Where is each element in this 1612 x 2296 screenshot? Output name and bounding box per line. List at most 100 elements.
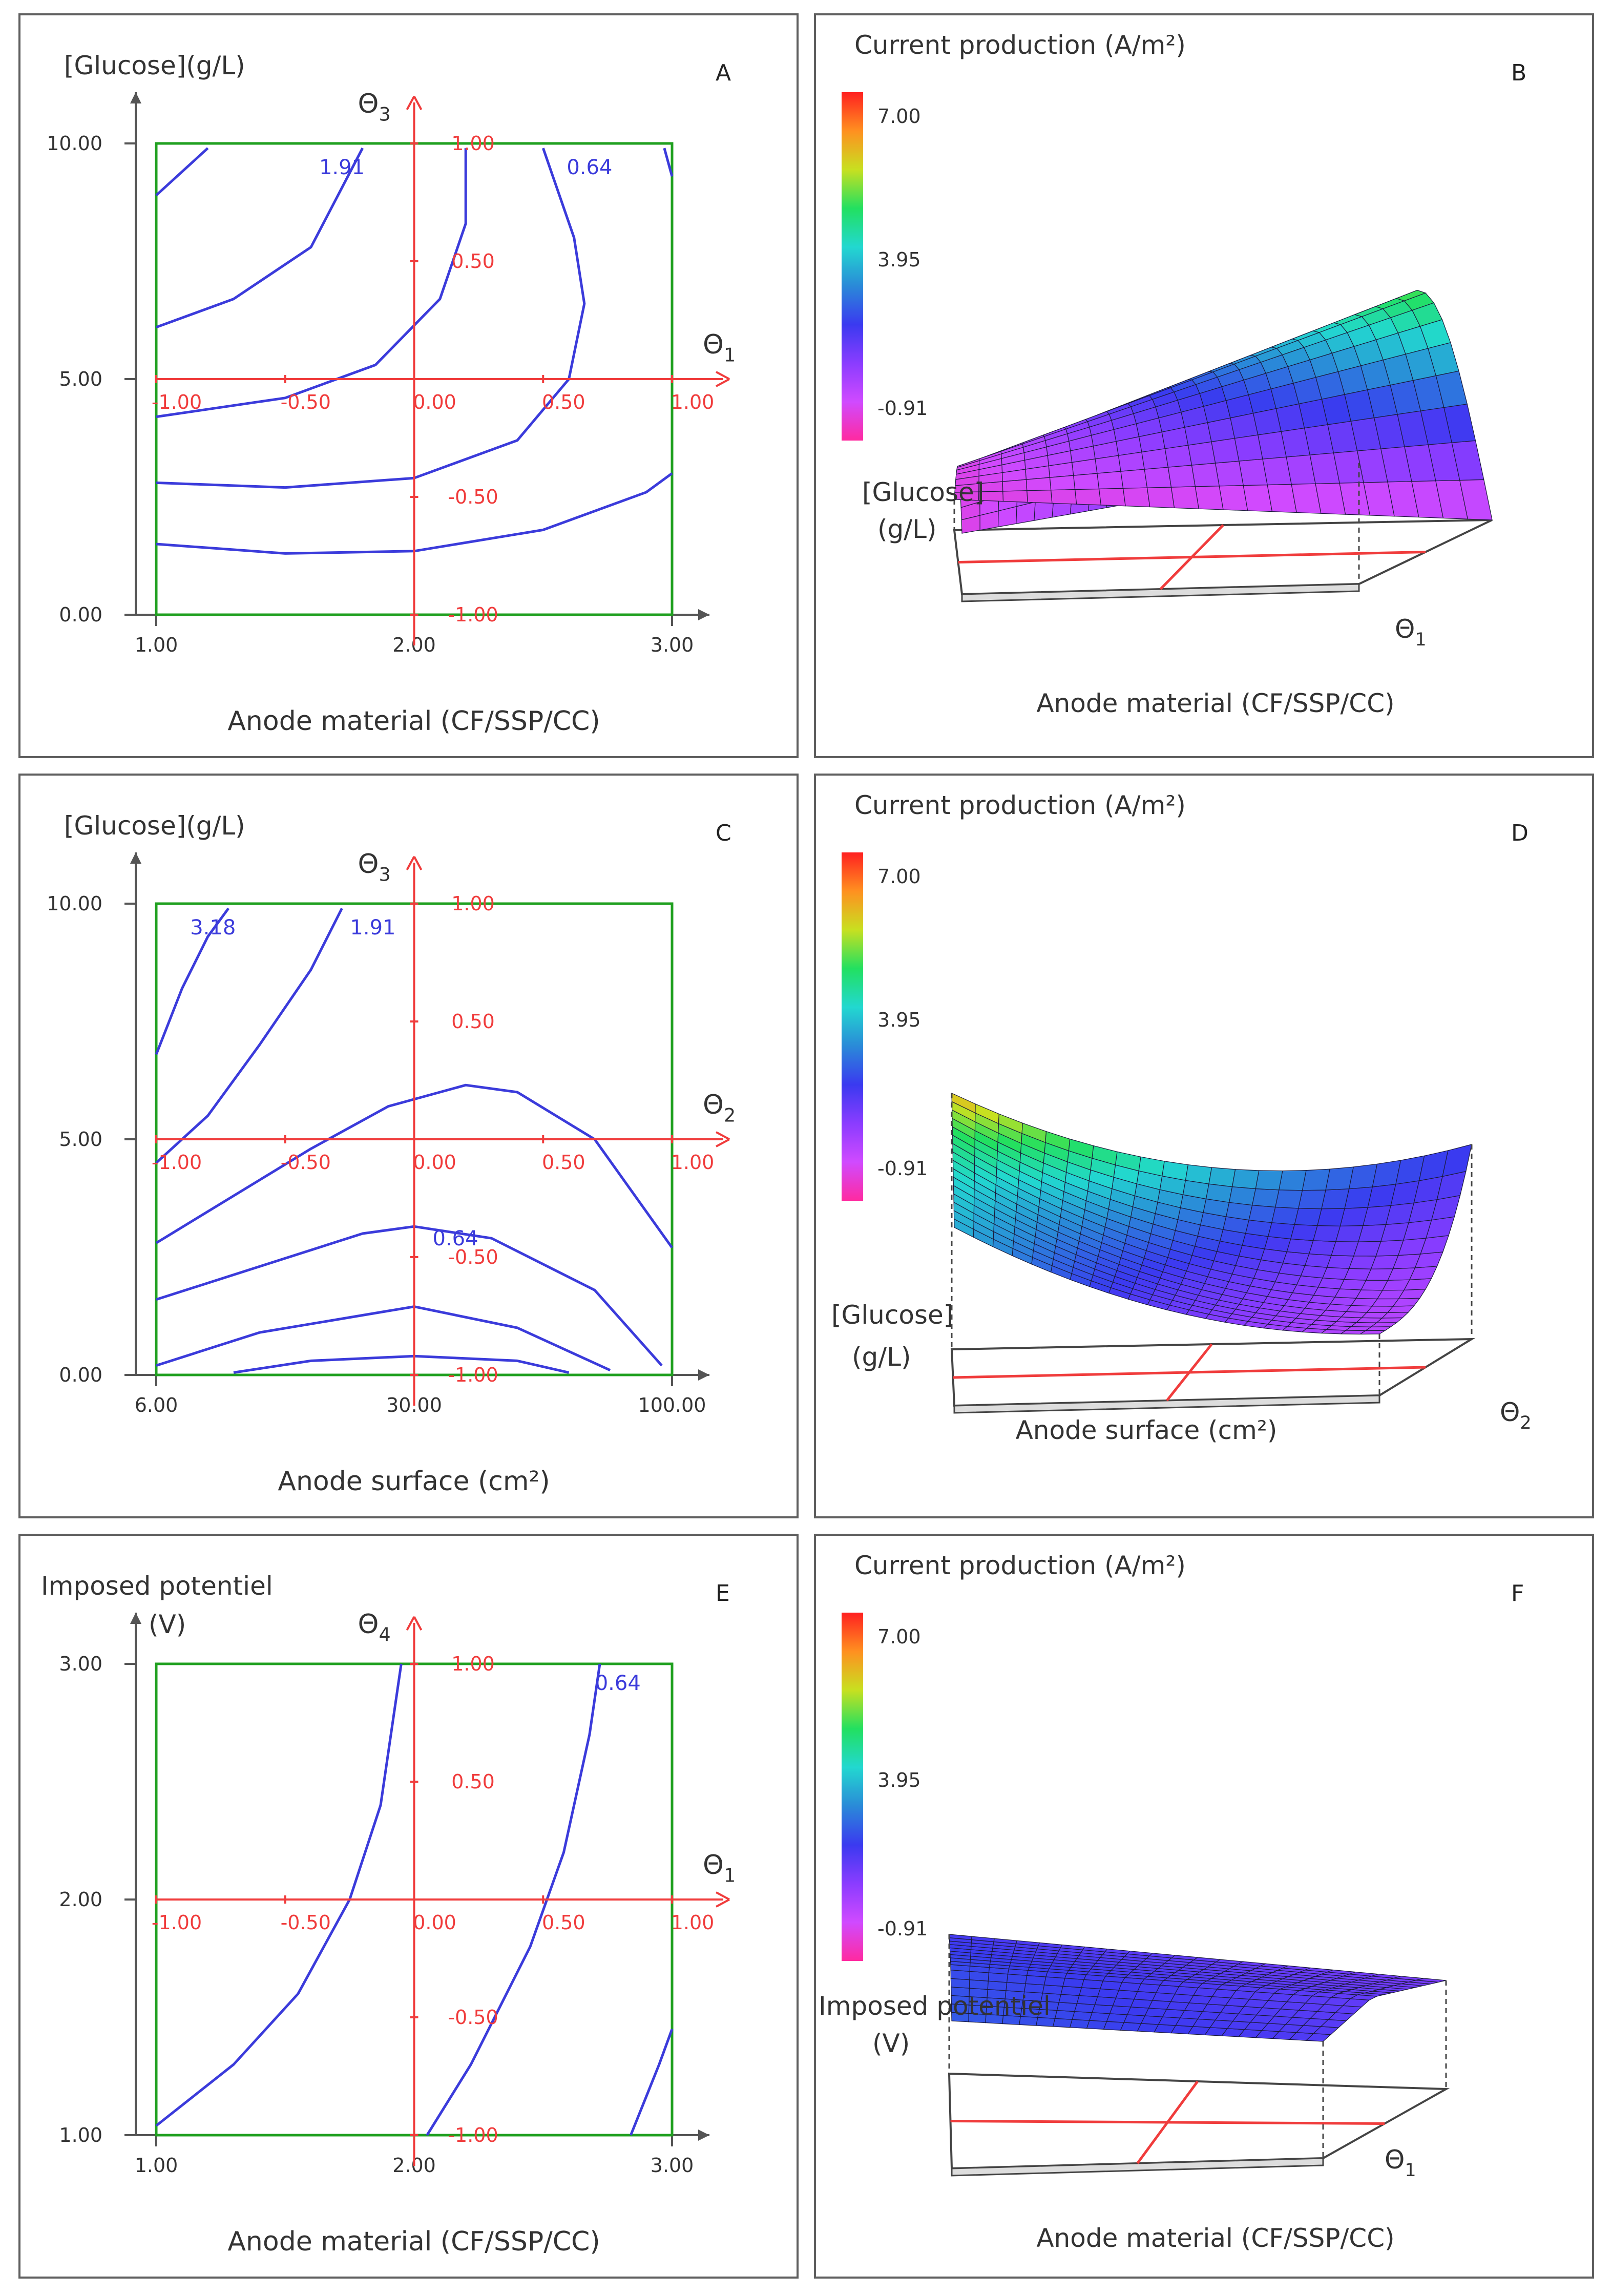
surface-cell	[1267, 1222, 1295, 1240]
panel-e: E 1.00 2.00 3.00 1.00 2.00 3.00 Anode material…	[18, 1534, 799, 2279]
x-tick-label: 1.00	[135, 2154, 178, 2177]
surface-theta-label: Θ2	[1500, 1397, 1532, 1433]
coded-y-axis-label: Θ3	[358, 849, 391, 886]
y-axis-label: [Glucose](g/L)	[64, 811, 245, 841]
surface-cell	[1058, 1994, 1080, 2004]
surface-plot-b: B Current production (A/m²) 7.00 3.95 -0.91…	[842, 30, 1526, 718]
y-tick-label: 10.00	[47, 132, 102, 155]
surface-cell	[1321, 1188, 1350, 1209]
base-plane-edge	[951, 2157, 1324, 2177]
surface-plot-f: F Current production (A/m²) 7.00 3.95 -0.91…	[819, 1551, 1524, 2253]
surface-cell	[1298, 1189, 1326, 1209]
contour-line	[155, 908, 343, 1164]
x-axis-label: Anode surface (cm²)	[278, 1466, 550, 1497]
coded-y-tick-label: -0.50	[448, 1246, 498, 1268]
surface-cell	[1416, 1978, 1447, 1983]
surface-z-label-unit: (g/L)	[852, 1342, 911, 1372]
surface-z-label: [Glucose]	[831, 1300, 953, 1330]
contour-line	[233, 1354, 570, 1374]
surface-cell	[1275, 1189, 1303, 1209]
coded-y-tick-label: 1.00	[451, 892, 495, 915]
surface-cell	[1442, 1144, 1472, 1177]
surface-cell	[1049, 475, 1076, 491]
coded-x-arrow	[716, 371, 730, 387]
surface-cell	[1112, 1997, 1135, 2008]
surface-cell	[1215, 461, 1244, 487]
surface-cell	[1094, 1996, 1117, 2007]
surface-cell	[1097, 471, 1124, 490]
surface-cell	[1086, 2020, 1107, 2030]
surface-cell	[1290, 1224, 1318, 1241]
surface-cell	[1054, 2010, 1075, 2020]
coded-x-tick-label: 0.50	[542, 1911, 585, 1934]
coded-y-tick-label: 1.00	[451, 132, 495, 155]
y-tick-label: 1.00	[59, 2124, 102, 2146]
panel-letter-d: D	[1511, 820, 1529, 846]
y-tick-label: 2.00	[59, 1888, 102, 1911]
surface-cell	[1118, 451, 1145, 472]
contour-label: 0.64	[433, 1227, 478, 1250]
contour-line	[156, 148, 364, 329]
coded-x-tick-label: 0.50	[542, 391, 585, 413]
colorbar	[842, 92, 863, 441]
surface-cell	[1195, 486, 1224, 510]
surface-x-label: Anode material (CF/SSP/CC)	[1036, 2223, 1394, 2253]
coded-x-tick-label: 1.00	[671, 1151, 715, 1174]
y-tick-label: 0.00	[59, 603, 102, 626]
x-tick-label: 1.00	[135, 634, 178, 656]
surface-cell	[1074, 2003, 1096, 2013]
surface-root-d: Current production (A/m²) 7.00 3.95 -0.91 [G…	[831, 790, 1532, 1445]
coded-x-arrow	[716, 1131, 730, 1147]
surface-cell	[1056, 2002, 1078, 2012]
panel-d: D Current production (A/m²) 7.00 3.95 -0.91…	[814, 774, 1594, 1518]
contour-line	[155, 1663, 403, 2127]
surface-cell	[1144, 467, 1172, 488]
contour-line	[156, 472, 673, 555]
contour-label: 3.18	[190, 916, 236, 940]
x-axis-arrow	[698, 609, 709, 620]
colorbar	[842, 852, 863, 1201]
surface-cell	[1098, 488, 1126, 507]
surface-cell	[1255, 1170, 1283, 1191]
surface-x-label: Anode surface (cm²)	[1016, 1415, 1278, 1445]
colorbar-tick-label: -0.91	[877, 397, 928, 420]
coded-y-tick-label: -1.00	[448, 603, 498, 626]
coded-axis-base	[1136, 2080, 1199, 2164]
coded-y-axis-label: Θ4	[358, 1609, 391, 1646]
surface-cell	[1006, 1982, 1026, 1992]
coded-x-tick-label: 1.00	[671, 1911, 715, 1934]
surface-cell	[1205, 1183, 1233, 1203]
y-tick-label: 3.00	[59, 1653, 102, 1675]
coded-x-tick-label: -1.00	[152, 1151, 202, 1174]
colorbar	[842, 1613, 863, 1961]
surface-theta-label: Θ1	[1385, 2145, 1416, 2181]
y-tick-label: 5.00	[59, 1128, 102, 1151]
base-plane-edge	[961, 583, 1360, 602]
y-axis-label: Imposed potentiel	[41, 1571, 273, 1601]
surface-cell	[1079, 1987, 1101, 1997]
y-tick-label: 0.00	[59, 1364, 102, 1386]
colorbar-tick-label: -0.91	[877, 1157, 928, 1180]
coded-y-tick-label: -0.50	[448, 2006, 498, 2029]
surface-cell	[1167, 465, 1196, 488]
coded-x-arrow	[716, 1891, 730, 1908]
surface-root-b: Current production (A/m²) 7.00 3.95 -0.91 [G…	[842, 30, 1493, 718]
surface-title: Current production (A/m²)	[854, 790, 1186, 820]
coded-y-tick-label: 0.50	[451, 1770, 495, 1793]
surface-z-label-unit: (g/L)	[877, 514, 936, 544]
panel-f: F Current production (A/m²) 7.00 3.95 -0.91…	[814, 1534, 1594, 2279]
surface-cell	[1122, 487, 1150, 508]
coded-x-tick-label: 0.50	[542, 1151, 585, 1174]
x-axis-label: Anode material (CF/SSP/CC)	[227, 2226, 600, 2257]
surface-cell	[1051, 489, 1077, 505]
coded-x-tick-label: 0.00	[413, 1911, 456, 1934]
coded-x-tick-label: -0.50	[281, 1911, 331, 1934]
x-tick-label: 100.00	[638, 1394, 706, 1416]
base-plane-edge	[953, 1394, 1380, 1414]
coded-x-tick-label: -0.50	[281, 391, 331, 413]
surface-cell	[950, 1978, 970, 1989]
y-axis-label: [Glucose](g/L)	[64, 51, 245, 80]
contour-line	[630, 2029, 674, 2136]
